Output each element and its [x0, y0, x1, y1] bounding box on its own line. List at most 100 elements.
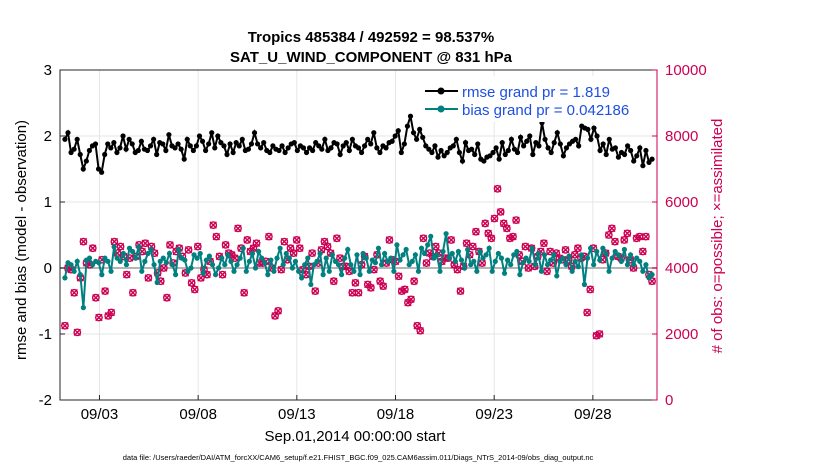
- bias-point: [289, 265, 296, 271]
- rmse-point: [441, 153, 447, 159]
- obs-possible-point: [163, 293, 171, 302]
- bias-point: [526, 258, 532, 264]
- bias-point: [631, 262, 637, 268]
- bias-point: [363, 255, 369, 261]
- obs-assimilated-point: [333, 234, 341, 242]
- obs-assimilated-point: [432, 242, 440, 251]
- rmse-point: [270, 143, 276, 149]
- bias-point: [308, 281, 314, 288]
- obs-assimilated-point: [308, 249, 316, 257]
- rmse-point: [310, 147, 316, 154]
- rmse-point: [163, 147, 169, 154]
- obs-assimilated-point: [252, 239, 261, 247]
- obs-assimilated-point: [107, 308, 115, 317]
- bias-point: [139, 268, 145, 274]
- rmse-point: [291, 140, 297, 146]
- bias-point: [446, 255, 452, 261]
- obs-assimilated-point: [212, 232, 221, 241]
- bias-point: [400, 252, 406, 258]
- obs-assimilated-point: [413, 322, 421, 330]
- rmse-point: [160, 141, 166, 147]
- bias-point: [160, 255, 166, 261]
- bias-point: [62, 275, 68, 281]
- rmse-point: [319, 146, 325, 152]
- obs-assimilated-point: [419, 234, 428, 242]
- bias-point: [480, 255, 486, 261]
- rmse-point: [563, 145, 570, 151]
- bias-point: [123, 262, 130, 268]
- data-file-footer: data file: /Users/raeder/DAI/ATM_forcXX/…: [123, 453, 594, 462]
- rmse-point: [493, 145, 499, 151]
- bias-point: [452, 258, 458, 264]
- bias-point: [615, 252, 621, 258]
- obs-assimilated-point: [89, 244, 97, 252]
- obs-assimilated-point: [274, 307, 282, 315]
- rmse-point: [337, 151, 343, 158]
- obs-assimilated-point: [191, 285, 199, 294]
- bias-point: [421, 250, 428, 257]
- bias-point: [557, 258, 563, 264]
- obs-assimilated-point: [79, 237, 88, 246]
- obs-possible-point: [295, 244, 304, 253]
- obs-assimilated-point: [110, 237, 119, 246]
- rmse-point: [313, 140, 319, 146]
- bias-point: [578, 252, 584, 258]
- obs-possible-point: [61, 321, 69, 330]
- rmse-point: [95, 166, 102, 172]
- obs-assimilated-point: [500, 219, 508, 228]
- rmse-point: [328, 145, 334, 151]
- bias-point: [621, 246, 628, 253]
- obs-possible-point: [410, 277, 419, 286]
- bias-point: [554, 273, 560, 279]
- obs-assimilated-point: [116, 242, 125, 251]
- legend-bias-marker: [437, 105, 445, 113]
- bias-point: [437, 268, 443, 274]
- rmse-point: [346, 147, 352, 154]
- bias-point: [597, 257, 603, 263]
- obs-possible-point: [481, 219, 490, 228]
- rmse-point: [368, 141, 374, 147]
- bias-point: [378, 262, 385, 268]
- obs-assimilated-point: [330, 277, 338, 285]
- obs-possible-point: [620, 236, 629, 244]
- rmse-point: [444, 149, 450, 156]
- bias-point: [425, 242, 431, 248]
- obs-possible-point: [407, 295, 415, 304]
- obs-assimilated-point: [376, 277, 384, 285]
- rmse-point: [99, 169, 105, 175]
- rmse-point: [224, 151, 230, 158]
- rmse-point: [499, 140, 505, 146]
- rmse-point: [383, 145, 389, 151]
- bias-point: [259, 255, 265, 261]
- bias-point: [136, 244, 142, 250]
- bias-point: [102, 255, 108, 261]
- bias-point: [145, 250, 151, 257]
- y-tick-label: -1: [39, 326, 52, 343]
- x-tick-label: 09/03: [81, 406, 119, 423]
- rmse-point: [450, 143, 456, 149]
- bias-point: [332, 258, 339, 264]
- bias-point: [151, 262, 157, 268]
- bias-point: [262, 260, 268, 266]
- rmse-point: [129, 141, 135, 147]
- bias-point: [418, 245, 425, 251]
- rmse-point: [524, 138, 530, 144]
- bias-point: [428, 233, 434, 239]
- rmse-point: [184, 136, 190, 142]
- obs-possible-point: [648, 277, 656, 286]
- obs-assimilated-point: [620, 236, 628, 244]
- bias-point: [326, 268, 332, 274]
- bias-point: [166, 250, 173, 257]
- obs-assimilated-point: [293, 236, 301, 244]
- obs-possible-point: [70, 288, 79, 297]
- bias-point: [551, 252, 557, 258]
- bias-point: [486, 245, 492, 251]
- bias-point: [311, 262, 317, 268]
- y-tick-label: 1: [44, 194, 52, 211]
- obs-possible-point: [311, 287, 320, 295]
- obs-assimilated-point: [184, 246, 193, 254]
- obs-possible-point: [604, 231, 613, 239]
- obs-assimilated-point: [144, 274, 153, 282]
- series-layer: [62, 113, 655, 311]
